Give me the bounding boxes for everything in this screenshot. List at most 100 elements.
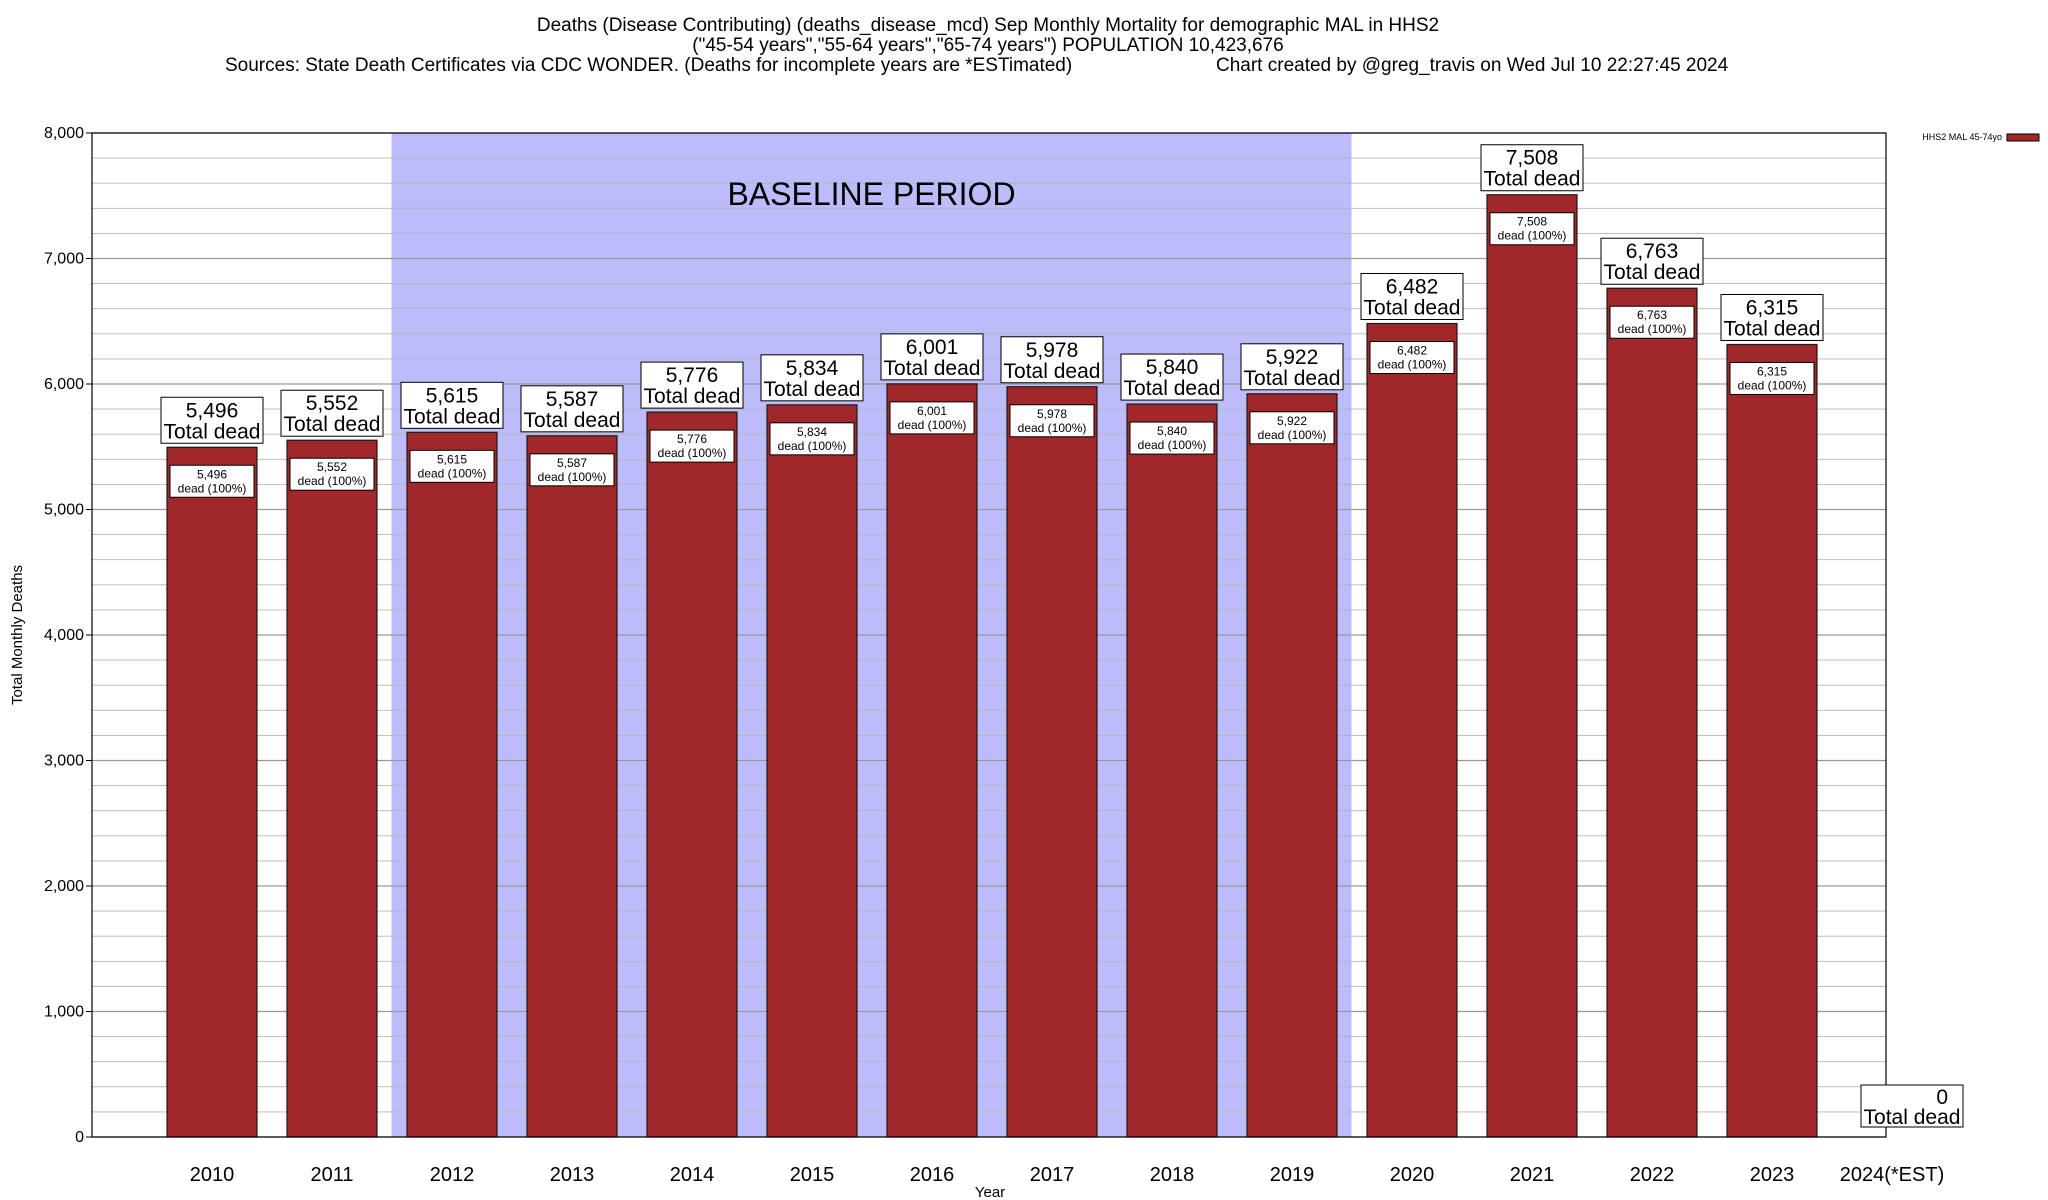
bar-inner-label-box bbox=[1489, 212, 1575, 246]
bar-inner-value: 5,922 bbox=[1277, 414, 1307, 428]
bar-total-text: Total dead bbox=[1724, 317, 1821, 340]
x-tick-label: 2014 bbox=[670, 1164, 715, 1186]
bar-inner-value: 5,587 bbox=[557, 456, 587, 470]
y-tick-label: 0 bbox=[75, 1129, 84, 1146]
bar-inner-percent: dead (100%) bbox=[1378, 358, 1447, 372]
bar-inner-value: 5,552 bbox=[317, 460, 347, 474]
bar-inner-label-box bbox=[769, 422, 855, 456]
bar-total-value: 6,315 bbox=[1746, 296, 1799, 319]
x-tick-label: 2011 bbox=[310, 1164, 353, 1186]
bar-inner-label-box bbox=[529, 453, 615, 487]
bar-inner-percent: dead (100%) bbox=[1138, 438, 1207, 452]
bar-total-label-box bbox=[1720, 293, 1824, 341]
bar-inner-label-box bbox=[289, 457, 375, 491]
bar-total-value: 5,834 bbox=[786, 357, 839, 380]
bar bbox=[1366, 322, 1458, 1138]
bar-total-value: 6,763 bbox=[1626, 240, 1679, 263]
x-tick-label: 2010 bbox=[190, 1164, 235, 1186]
bar-inner-percent: dead (100%) bbox=[778, 439, 847, 453]
bar bbox=[166, 446, 258, 1138]
bar-inner-label-box bbox=[409, 449, 495, 483]
bar-total-label-box bbox=[760, 354, 864, 402]
bar-total-text: Total dead bbox=[764, 378, 861, 401]
bar-total-label-box bbox=[1120, 353, 1224, 401]
chart-title-line-2: ("45-54 years","55-64 years","65-74 year… bbox=[692, 35, 1283, 56]
x-tick-label: 2018 bbox=[1150, 1164, 1195, 1186]
x-axis-ticks: 2010 2011 2012 2013 2014 2015 2016 2017 2018 2019… bbox=[190, 1164, 1945, 1186]
y-axis-ticks: 0 1,000 2,000 3,000 4,000 5,000 6,000 7,000 8,00… bbox=[44, 125, 92, 1146]
bar bbox=[1606, 287, 1698, 1138]
bar-total-label-box bbox=[1360, 273, 1464, 321]
bar bbox=[406, 431, 498, 1138]
bar-total-value: 5,552 bbox=[306, 392, 359, 415]
bar-total-text: Total dead bbox=[1864, 1106, 1961, 1129]
bar-inner-label-box bbox=[1129, 421, 1215, 455]
bar bbox=[1246, 393, 1338, 1138]
y-tick-label: 2,000 bbox=[44, 878, 84, 895]
bar-inner-percent: dead (100%) bbox=[1618, 322, 1687, 336]
x-tick-label: 2013 bbox=[550, 1164, 595, 1186]
x-tick-label: 2016 bbox=[910, 1164, 955, 1186]
bar-inner-value: 6,763 bbox=[1637, 308, 1667, 322]
bar-total-value: 5,615 bbox=[426, 384, 479, 407]
bar-inner-percent: dead (100%) bbox=[1258, 428, 1327, 442]
bar bbox=[1726, 343, 1818, 1138]
baseline-period-label: BASELINE PERIOD bbox=[727, 176, 1015, 212]
bar bbox=[886, 383, 978, 1138]
bar-inner-percent: dead (100%) bbox=[418, 466, 487, 480]
bar-inner-percent: dead (100%) bbox=[538, 470, 607, 484]
bar-total-value: 5,840 bbox=[1146, 356, 1199, 379]
bar-total-text: Total dead bbox=[884, 357, 981, 380]
bar bbox=[1486, 194, 1578, 1138]
bar-total-text: Total dead bbox=[164, 420, 261, 443]
bar-total-label-box bbox=[1480, 144, 1584, 192]
bar-total-label-box bbox=[640, 361, 744, 409]
x-tick-label: 2015 bbox=[790, 1164, 835, 1186]
bar-inner-value: 5,496 bbox=[197, 467, 227, 481]
bar-inner-percent: dead (100%) bbox=[1018, 421, 1087, 435]
bar-total-value: 7,508 bbox=[1506, 147, 1559, 170]
bar-inner-value: 7,508 bbox=[1517, 215, 1547, 229]
bar-total-label-box bbox=[280, 389, 384, 437]
x-axis-label: Year bbox=[975, 1184, 1005, 1200]
legend-swatch bbox=[2006, 133, 2040, 142]
bar-total-text: Total dead bbox=[1604, 261, 1701, 284]
y-tick-label: 5,000 bbox=[44, 502, 84, 519]
legend-label: HHS2 MAL 45-74yo bbox=[1922, 132, 2002, 142]
bar-total-text: Total dead bbox=[404, 405, 501, 428]
bar-total-label-box bbox=[1240, 343, 1344, 391]
bar-inner-label-box bbox=[1249, 411, 1335, 445]
y-tick-label: 7,000 bbox=[44, 251, 84, 268]
bar-inner-value: 5,978 bbox=[1037, 407, 1067, 421]
bar-inner-value: 6,315 bbox=[1757, 364, 1787, 378]
bar-total-label-box bbox=[160, 396, 264, 444]
x-tick-label: 2022 bbox=[1630, 1164, 1675, 1186]
bar-total-value: 5,496 bbox=[186, 399, 239, 422]
bar-inner-value: 5,840 bbox=[1157, 424, 1187, 438]
bar-inner-value: 6,001 bbox=[917, 404, 947, 418]
x-tick-label: 2024(*EST) bbox=[1840, 1164, 1945, 1186]
bar bbox=[1126, 403, 1218, 1138]
x-tick-label: 2012 bbox=[430, 1164, 475, 1186]
bar bbox=[766, 404, 858, 1138]
bar-total-value: 6,001 bbox=[906, 336, 959, 359]
bar-inner-percent: dead (100%) bbox=[658, 446, 727, 460]
bar-total-label-box bbox=[1000, 336, 1104, 384]
x-tick-label: 2017 bbox=[1030, 1164, 1075, 1186]
bar-inner-label-box bbox=[1009, 404, 1095, 438]
bar-total-label-box bbox=[1600, 237, 1704, 285]
bar-inner-value: 5,834 bbox=[797, 425, 827, 439]
bar-total-label-box bbox=[1860, 1084, 1964, 1128]
bar-inner-label-box bbox=[649, 429, 735, 463]
x-tick-label: 2020 bbox=[1390, 1164, 1435, 1186]
bar-total-value: 6,482 bbox=[1386, 276, 1439, 299]
bar bbox=[646, 411, 738, 1138]
bar-total-value: 5,587 bbox=[546, 388, 599, 411]
bar-inner-percent: dead (100%) bbox=[898, 418, 967, 432]
bar-total-value: 0 bbox=[1936, 1086, 1948, 1109]
chart-sources: Sources: State Death Certificates via CD… bbox=[225, 55, 1072, 76]
chart-title-group: Deaths (Disease Contributing) (deaths_di… bbox=[225, 15, 1729, 76]
x-tick-label: 2019 bbox=[1270, 1164, 1315, 1186]
